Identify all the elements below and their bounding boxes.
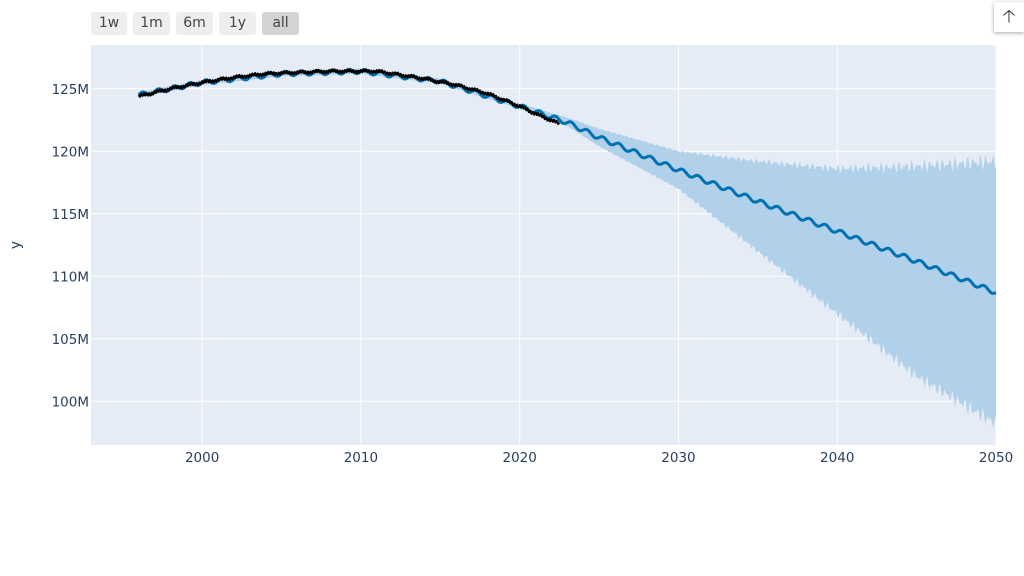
range-button-6m[interactable]: 6m [176,12,213,35]
uncertainty-band [138,68,997,429]
range-button-1y[interactable]: 1y [219,12,256,35]
x-tick-label: 2030 [661,450,695,466]
arrow-up-icon[interactable]: 🡡 [994,2,1024,32]
y-tick-label: 120M [52,144,89,160]
range-button-1w[interactable]: 1w [91,12,127,35]
y-tick-label: 100M [52,394,89,410]
x-axis-ticks: 2000 2010 2020 2030 2040 2050 [185,450,1013,466]
x-tick-label: 2010 [344,450,378,466]
actual-line [137,68,561,125]
y-tick-label: 115M [52,207,89,223]
range-button-1m[interactable]: 1m [133,12,170,35]
x-tick-label: 2020 [503,450,537,466]
actual-series [137,68,561,125]
range-button-all[interactable]: all [262,12,299,35]
y-axis-ticks: 100M 105M 110M 115M 120M 125M [52,82,89,411]
y-tick-label: 110M [52,269,89,285]
x-tick-label: 2050 [979,450,1013,466]
y-axis-title: y [8,241,24,249]
x-tick-label: 2000 [185,450,219,466]
y-tick-label: 105M [52,332,89,348]
uncertainty-area [138,68,997,429]
y-tick-label: 125M [52,82,89,98]
x-tick-label: 2040 [820,450,854,466]
